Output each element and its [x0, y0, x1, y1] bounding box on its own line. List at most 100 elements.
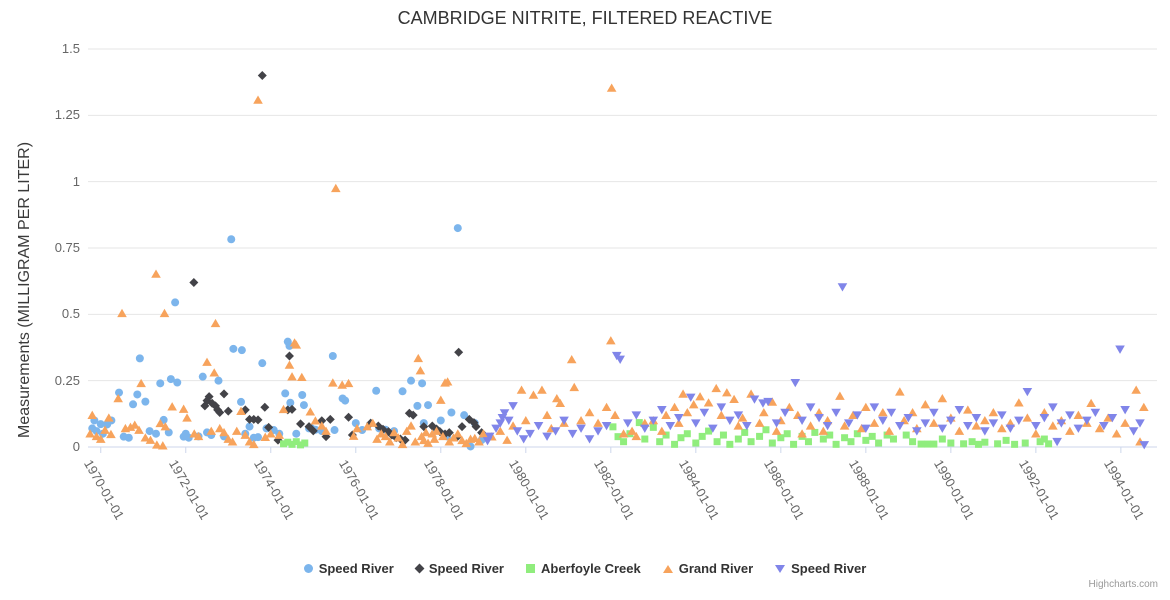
data-point-triangle[interactable]: [106, 429, 116, 439]
data-point-triangle-down[interactable]: [1139, 441, 1150, 450]
data-point-triangle[interactable]: [87, 410, 98, 419]
data-point-square[interactable]: [889, 435, 897, 443]
data-point-triangle-down[interactable]: [963, 421, 973, 431]
data-point-triangle[interactable]: [716, 410, 727, 419]
data-point-triangle[interactable]: [343, 378, 354, 388]
data-point-square[interactable]: [677, 434, 685, 442]
data-point-triangle[interactable]: [214, 423, 225, 433]
data-point-triangle[interactable]: [767, 397, 778, 406]
data-point-triangle-down[interactable]: [749, 395, 760, 404]
data-point-triangle-down[interactable]: [533, 421, 544, 431]
data-point-triangle-down[interactable]: [895, 421, 905, 431]
data-point-triangle[interactable]: [431, 426, 442, 435]
data-point-triangle-down[interactable]: [878, 416, 888, 425]
data-point-circle[interactable]: [152, 429, 161, 438]
data-point-triangle[interactable]: [1014, 398, 1024, 407]
data-point-circle[interactable]: [299, 401, 308, 410]
data-point-square[interactable]: [609, 423, 617, 431]
credits-link[interactable]: Highcharts.com: [1088, 579, 1158, 590]
data-point-square[interactable]: [284, 438, 292, 446]
data-point-square[interactable]: [292, 438, 300, 446]
data-point-triangle-down[interactable]: [550, 427, 561, 436]
data-point-square[interactable]: [301, 439, 309, 447]
data-point-triangle[interactable]: [601, 402, 612, 411]
data-point-diamond[interactable]: [257, 71, 267, 81]
data-point-square[interactable]: [662, 431, 670, 439]
data-point-triangle[interactable]: [384, 437, 395, 446]
data-point-square[interactable]: [614, 433, 622, 441]
data-point-circle[interactable]: [173, 378, 182, 387]
data-point-triangle[interactable]: [997, 423, 1007, 433]
data-point-triangle[interactable]: [469, 433, 480, 443]
data-point-triangle-down[interactable]: [886, 408, 897, 418]
data-point-triangle-down[interactable]: [814, 414, 824, 423]
data-point-triangle[interactable]: [929, 418, 939, 427]
data-point-triangle-down[interactable]: [665, 421, 676, 431]
data-point-circle[interactable]: [129, 400, 138, 409]
data-point-square[interactable]: [1021, 439, 1029, 447]
data-point-circle[interactable]: [96, 420, 105, 429]
data-point-square[interactable]: [909, 438, 917, 446]
data-point-triangle-down[interactable]: [954, 406, 965, 415]
data-point-square[interactable]: [692, 439, 700, 447]
data-point-triangle-down[interactable]: [691, 419, 701, 428]
data-point-triangle[interactable]: [236, 406, 246, 415]
data-point-diamond[interactable]: [308, 426, 318, 436]
data-point-triangle[interactable]: [657, 426, 667, 435]
data-point-square[interactable]: [862, 436, 870, 444]
data-point-triangle-down[interactable]: [674, 414, 684, 423]
data-point-triangle[interactable]: [610, 410, 620, 419]
data-point-triangle[interactable]: [95, 434, 106, 443]
data-point-circle[interactable]: [413, 401, 422, 410]
data-point-square[interactable]: [762, 426, 770, 434]
data-point-square[interactable]: [875, 439, 883, 447]
data-point-triangle-down[interactable]: [831, 408, 841, 418]
data-point-triangle[interactable]: [584, 408, 595, 417]
data-point-triangle[interactable]: [1103, 413, 1113, 422]
data-point-triangle[interactable]: [1048, 421, 1058, 430]
data-point-triangle[interactable]: [278, 404, 289, 414]
data-point-triangle[interactable]: [435, 395, 446, 404]
data-point-triangle[interactable]: [413, 353, 424, 363]
data-point-triangle[interactable]: [159, 308, 170, 318]
data-point-triangle-down[interactable]: [733, 411, 744, 420]
data-point-triangle[interactable]: [321, 426, 331, 435]
data-point-square[interactable]: [902, 431, 910, 439]
data-point-triangle[interactable]: [516, 385, 527, 394]
data-point-triangle[interactable]: [474, 437, 484, 446]
data-point-square[interactable]: [641, 435, 649, 443]
data-point-circle[interactable]: [286, 398, 295, 407]
data-point-triangle[interactable]: [920, 400, 931, 409]
data-point-triangle[interactable]: [502, 435, 512, 444]
data-point-triangle[interactable]: [818, 426, 829, 435]
data-point-diamond[interactable]: [204, 392, 214, 402]
data-point-triangle-down[interactable]: [852, 411, 863, 420]
data-point-triangle[interactable]: [155, 418, 166, 428]
data-point-triangle[interactable]: [963, 405, 973, 414]
data-point-square[interactable]: [819, 435, 827, 443]
data-point-circle[interactable]: [227, 235, 236, 244]
legend-item[interactable]: Speed River: [775, 561, 866, 576]
data-point-circle[interactable]: [254, 433, 263, 442]
data-point-triangle[interactable]: [771, 426, 782, 435]
data-point-triangle-down[interactable]: [491, 424, 501, 433]
data-point-triangle[interactable]: [291, 340, 302, 349]
data-point-triangle[interactable]: [240, 430, 251, 439]
data-point-triangle-down[interactable]: [542, 432, 552, 441]
data-point-triangle[interactable]: [367, 418, 378, 427]
data-point-triangle-down[interactable]: [518, 435, 529, 444]
data-point-triangle[interactable]: [754, 418, 765, 427]
data-point-square[interactable]: [719, 431, 727, 439]
data-point-circle[interactable]: [145, 427, 154, 436]
data-point-square[interactable]: [705, 427, 713, 435]
data-point-triangle[interactable]: [167, 402, 177, 411]
data-point-triangle[interactable]: [125, 422, 136, 431]
data-point-circle[interactable]: [171, 298, 180, 307]
data-point-square[interactable]: [917, 440, 925, 448]
data-point-triangle[interactable]: [274, 430, 285, 439]
data-point-triangle[interactable]: [151, 269, 161, 278]
data-point-triangle-down[interactable]: [1022, 388, 1033, 397]
data-point-triangle[interactable]: [895, 387, 905, 396]
data-point-square[interactable]: [734, 435, 742, 443]
data-point-square[interactable]: [847, 438, 855, 446]
